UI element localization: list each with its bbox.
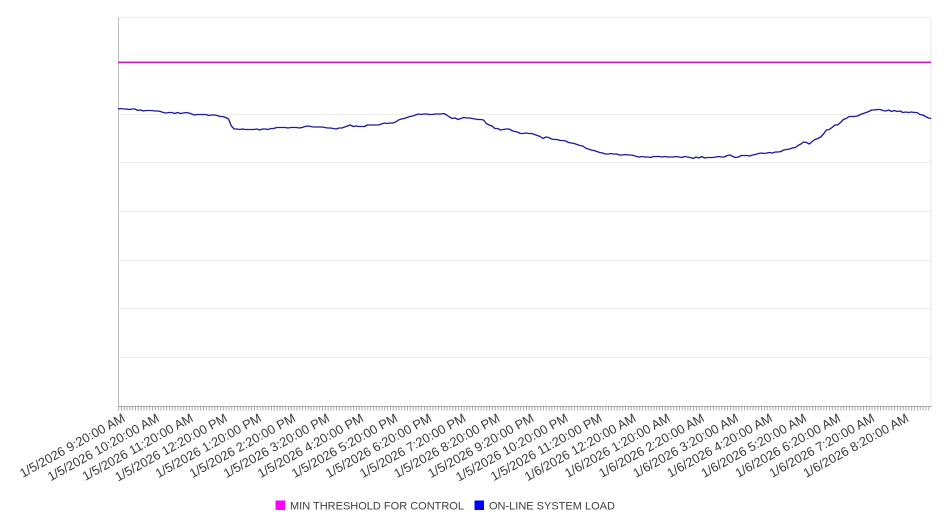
svg-text:ON-LINE SYSTEM LOAD: ON-LINE SYSTEM LOAD [489,500,615,512]
svg-text:MIN THRESHOLD FOR CONTROL: MIN THRESHOLD FOR CONTROL [290,500,464,512]
